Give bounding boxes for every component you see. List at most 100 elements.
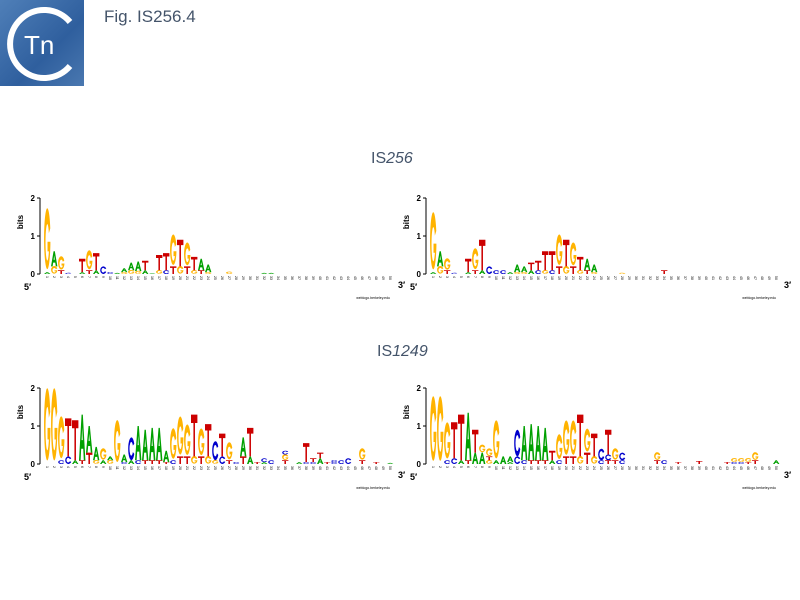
logo-letter-G bbox=[51, 388, 58, 461]
position-label: 48 bbox=[374, 276, 378, 280]
logo-letter-C bbox=[661, 460, 668, 464]
position-label: 25 bbox=[213, 466, 217, 470]
logo-letter-C bbox=[444, 460, 451, 464]
position-label: 43 bbox=[339, 466, 343, 470]
logo-letter-T bbox=[605, 460, 612, 464]
position-label: 5 bbox=[73, 466, 77, 468]
logo-letter-T bbox=[465, 258, 472, 273]
position-label: 24 bbox=[206, 466, 210, 470]
position-label: 8 bbox=[94, 466, 98, 468]
position-label: 50 bbox=[388, 466, 392, 470]
position-label: 35 bbox=[283, 466, 287, 470]
logo-letter-T bbox=[58, 270, 65, 274]
logo-letter-A bbox=[149, 273, 156, 274]
logo-letter-T bbox=[584, 452, 591, 464]
logo-letter-C bbox=[556, 460, 563, 464]
position-label: 18 bbox=[550, 466, 554, 470]
position-label: 42 bbox=[332, 276, 336, 280]
position-label: 7 bbox=[87, 466, 91, 468]
logo-letter-C bbox=[65, 456, 72, 464]
logo-letter-T bbox=[72, 420, 79, 461]
position-label: 42 bbox=[332, 466, 336, 470]
logo-letter-G bbox=[472, 248, 479, 270]
five-prime-label: 5′ bbox=[24, 472, 31, 482]
position-label: 8 bbox=[480, 466, 484, 468]
position-label: 36 bbox=[290, 466, 294, 470]
logo-letter-G bbox=[444, 258, 451, 270]
position-label: 17 bbox=[157, 466, 161, 470]
position-label: 45 bbox=[739, 466, 743, 470]
y-tick-label: 0 bbox=[31, 270, 36, 279]
logo-letter-A bbox=[121, 454, 128, 463]
logo-letter-T bbox=[324, 462, 331, 464]
logo-letter-C bbox=[107, 272, 114, 274]
logo-letter-A bbox=[261, 272, 268, 274]
logo-letter-G bbox=[745, 458, 752, 462]
logo-letter-T bbox=[317, 452, 324, 459]
logo-letter-T bbox=[472, 270, 479, 274]
logo-letter-A bbox=[317, 458, 324, 464]
logo-letter-A bbox=[521, 426, 528, 461]
three-prime-label: 3′ bbox=[398, 280, 405, 290]
logo-letter-C bbox=[345, 458, 352, 464]
position-label: 25 bbox=[599, 276, 603, 280]
position-label: 6 bbox=[80, 276, 84, 278]
y-tick-label: 1 bbox=[417, 232, 422, 241]
position-label: 13 bbox=[515, 276, 519, 280]
position-label: 27 bbox=[227, 276, 231, 280]
position-label: 13 bbox=[129, 466, 133, 470]
title-prefix: IS bbox=[377, 343, 393, 360]
position-label: 50 bbox=[388, 276, 392, 280]
position-label: 34 bbox=[276, 276, 280, 280]
logo-letter-G bbox=[563, 420, 570, 455]
logo-letter-C bbox=[268, 460, 275, 464]
position-label: 11 bbox=[115, 276, 119, 280]
position-label: 26 bbox=[220, 466, 224, 470]
position-label: 24 bbox=[592, 466, 596, 470]
logo-letter-A bbox=[387, 462, 394, 464]
logo-letter-T bbox=[163, 462, 170, 464]
position-label: 15 bbox=[529, 466, 533, 470]
y-axis-label: bits bbox=[402, 404, 411, 419]
position-label: 35 bbox=[283, 276, 287, 280]
logo-letter-G bbox=[521, 272, 528, 274]
logo-letter-G bbox=[58, 416, 65, 459]
y-tick-label: 2 bbox=[31, 384, 36, 393]
position-label: 11 bbox=[115, 466, 119, 470]
position-label: 40 bbox=[704, 276, 708, 280]
logo-letter-G bbox=[570, 242, 577, 266]
logo-letter-A bbox=[542, 427, 549, 461]
position-label: 1 bbox=[45, 466, 49, 468]
logo-letter-G bbox=[156, 270, 163, 274]
position-label: 38 bbox=[304, 276, 308, 280]
position-label: 3 bbox=[59, 466, 63, 468]
position-label: 14 bbox=[136, 466, 140, 470]
position-label: 29 bbox=[627, 466, 631, 470]
logo-letter-G bbox=[731, 458, 738, 462]
logo-letter-T bbox=[240, 456, 247, 464]
logo-letter-T bbox=[542, 460, 549, 464]
position-label: 44 bbox=[732, 276, 736, 280]
position-label: 39 bbox=[311, 276, 315, 280]
logo-letter-G bbox=[542, 270, 549, 274]
logo-letter-A bbox=[430, 272, 437, 274]
position-label: 16 bbox=[150, 276, 154, 280]
logo-letter-C bbox=[738, 462, 745, 464]
logo-letter-A bbox=[437, 251, 444, 267]
position-label: 27 bbox=[613, 466, 617, 470]
logo-letter-C bbox=[521, 460, 528, 464]
logo-letter-T bbox=[156, 255, 163, 271]
position-label: 46 bbox=[746, 466, 750, 470]
logo-letter-T bbox=[528, 262, 535, 271]
position-label: 15 bbox=[143, 276, 147, 280]
position-label: 30 bbox=[248, 466, 252, 470]
position-label: 41 bbox=[325, 466, 329, 470]
position-label: 26 bbox=[606, 466, 610, 470]
logo-letter-T bbox=[577, 414, 584, 457]
logo-letter-A bbox=[149, 427, 156, 461]
logo-letter-C bbox=[219, 456, 226, 464]
position-label: 31 bbox=[641, 276, 645, 280]
position-label: 22 bbox=[578, 276, 582, 280]
position-label: 27 bbox=[227, 466, 231, 470]
